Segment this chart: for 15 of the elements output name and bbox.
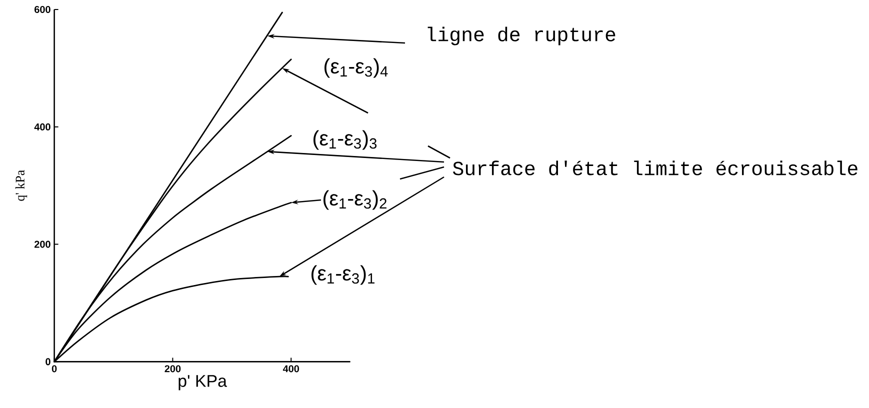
- y-tick-label: 400: [34, 123, 50, 130]
- x-tick-label: 0: [52, 365, 57, 372]
- x-tick-label: 200: [164, 365, 181, 372]
- annotation: (ε$_{1}$-ε$_{3}$)$_{4}$: [324, 58, 388, 78]
- annotation: (ε$_{1}$-ε$_{3}$)$_{3}$: [314, 130, 377, 150]
- annotation: (ε$_{1}$-ε$_{3}$)$_{2}$: [324, 190, 386, 210]
- annotation: ligne de rupture: [428, 26, 616, 46]
- annotation: (ε$_{1}$-ε$_{3}$)$_{1}$: [312, 265, 374, 285]
- x-axis-title: p' KPa: [178, 375, 227, 390]
- y-tick-label: 600: [34, 6, 50, 14]
- y-tick-label: 0: [46, 358, 50, 366]
- y-axis-title: q' kPa: [15, 170, 28, 201]
- y-tick-label: 200: [34, 240, 50, 248]
- text: Surface d'état limite écrouissable: [452, 160, 858, 176]
- x-tick-label: 400: [282, 365, 300, 372]
